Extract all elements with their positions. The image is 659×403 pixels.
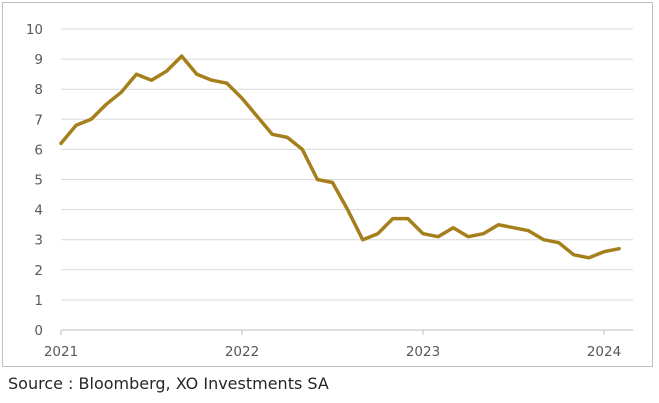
y-tick-label: 2 <box>34 263 43 279</box>
y-tick-label: 0 <box>34 323 43 339</box>
x-tick-label: 2022 <box>225 344 259 360</box>
x-tick-label: 2021 <box>44 344 78 360</box>
y-tick-label: 10 <box>26 22 43 38</box>
chart-frame: 0 1 2 3 4 5 6 7 8 9 10 2021 2022 2023 2024 <box>2 2 653 367</box>
y-tick-label: 5 <box>34 173 43 189</box>
y-tick-label: 6 <box>34 142 43 158</box>
y-tick-label: 8 <box>34 82 43 98</box>
y-tick-label: 7 <box>34 112 43 128</box>
series-line <box>59 54 621 260</box>
x-tick-label: 2023 <box>406 344 440 360</box>
y-tick-label: 1 <box>34 293 43 309</box>
y-tick-label: 9 <box>34 52 43 68</box>
source-note: Source : Bloomberg, XO Investments SA <box>8 374 329 393</box>
y-tick-label: 4 <box>34 203 43 219</box>
y-tick-label: 3 <box>34 233 43 249</box>
line-chart: 0 1 2 3 4 5 6 7 8 9 10 2021 2022 2023 2024 <box>26 22 633 360</box>
x-tick-label: 2024 <box>587 344 621 360</box>
